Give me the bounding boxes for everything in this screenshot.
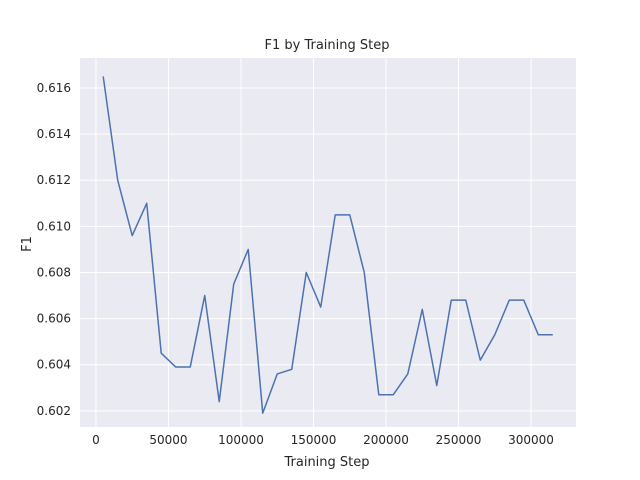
- x-tick-label: 300000: [508, 433, 554, 447]
- x-tick-label: 0: [92, 433, 100, 447]
- y-tick-label: 0.602: [37, 404, 71, 418]
- x-tick-label: 100000: [218, 433, 264, 447]
- y-tick-label: 0.606: [37, 312, 71, 326]
- x-tick-label: 200000: [363, 433, 409, 447]
- y-axis: 0.602 0.604 0.606 0.608 0.610 0.612 0.614 0.616: [37, 81, 71, 418]
- x-axis-label: Training Step: [283, 455, 369, 470]
- x-tick-label: 150000: [291, 433, 337, 447]
- chart-title: F1 by Training Step: [265, 38, 390, 53]
- y-tick-label: 0.616: [37, 81, 71, 95]
- y-tick-label: 0.610: [37, 219, 71, 233]
- y-axis-label: F1: [20, 236, 35, 252]
- x-tick-label: 250000: [436, 433, 482, 447]
- x-tick-label: 50000: [149, 433, 187, 447]
- y-tick-label: 0.604: [37, 358, 71, 372]
- y-tick-label: 0.608: [37, 265, 71, 279]
- y-tick-label: 0.612: [37, 173, 71, 187]
- y-tick-label: 0.614: [37, 127, 71, 141]
- plot-area: [80, 58, 576, 427]
- x-axis: 0 50000 100000 150000 200000 250000 300000: [92, 433, 554, 447]
